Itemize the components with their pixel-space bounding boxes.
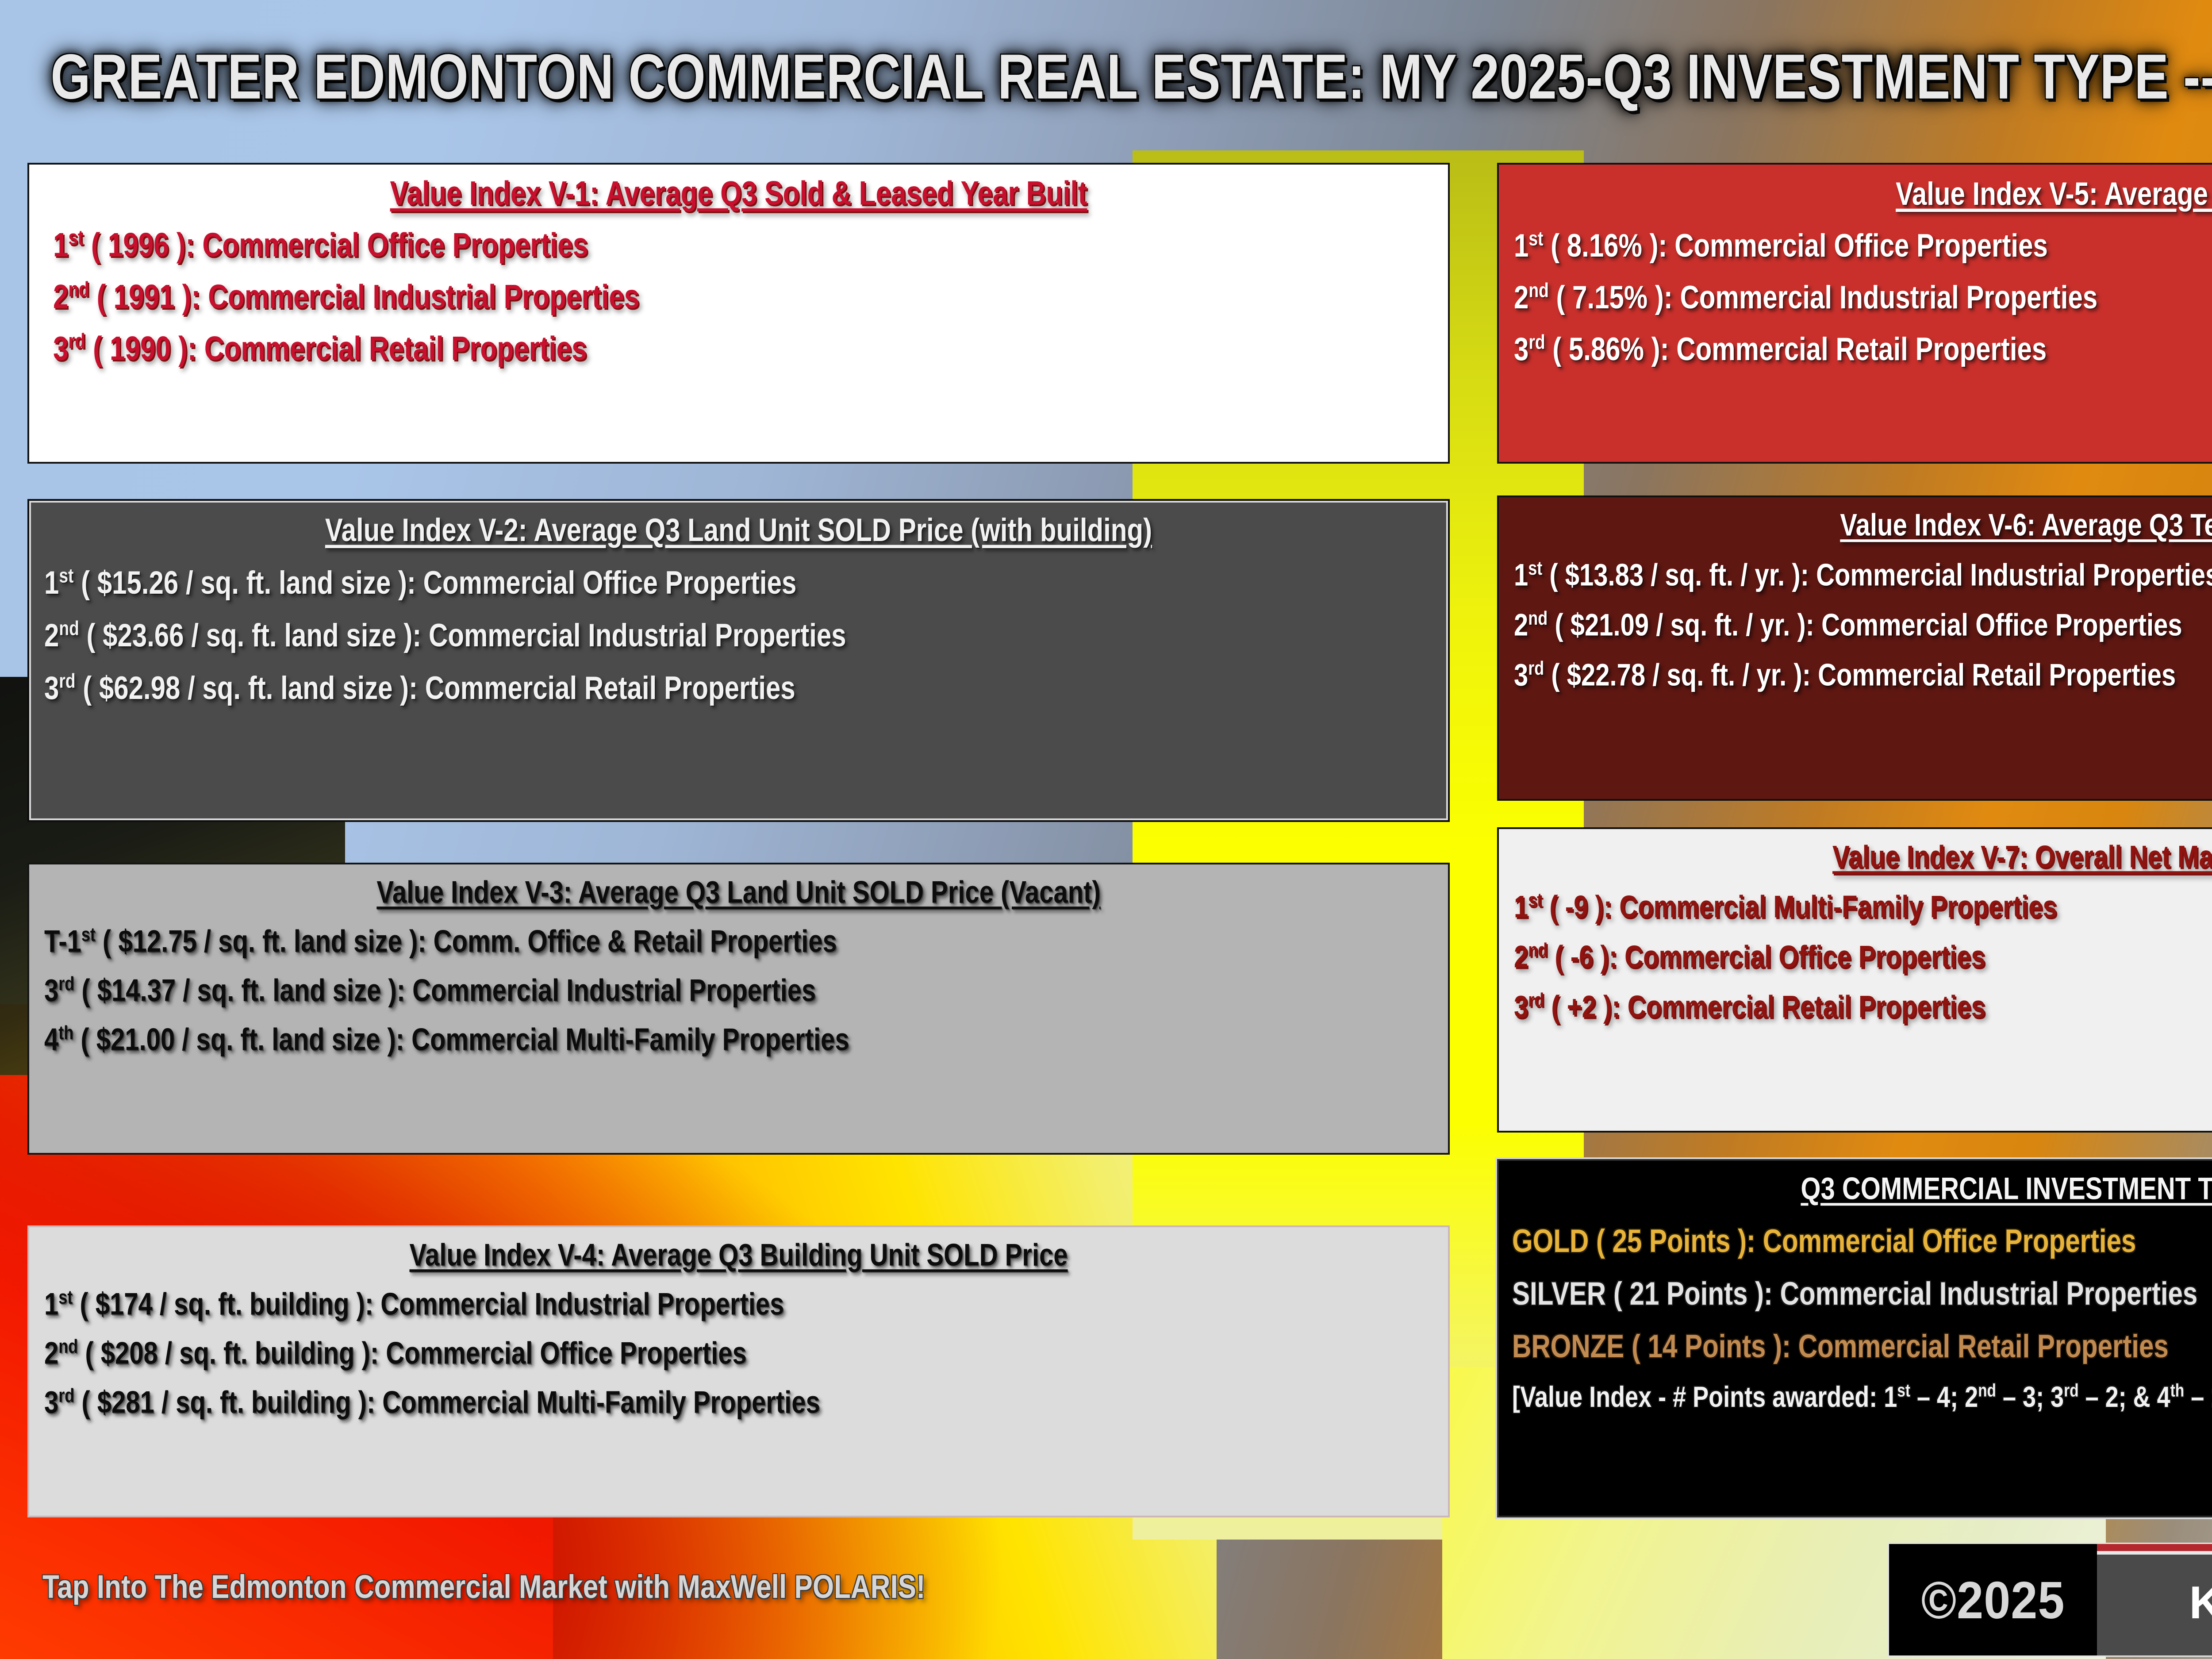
- panel-value-index-v5[interactable]: Value Index V-5: Average Q3 Investment C…: [1497, 163, 2212, 464]
- panel-v4-line-3: 3rd ( $281 / sq. ft. building ): Commerc…: [44, 1384, 820, 1420]
- copyright-block: ©2025: [1889, 1544, 2097, 1655]
- panel-v6-line-2: 2nd ( $21.09 / sq. ft. / yr. ): Commerci…: [1514, 607, 2182, 643]
- panel-best-buyers-markets-summary[interactable]: Q3 COMMERCIAL INVESTMENT TYPE – BEST BUY…: [1497, 1159, 2212, 1517]
- copyright-text: ©2025: [1921, 1570, 2065, 1629]
- footer-brand-bar: ©2025 KellyGrant.caTM MaxWell ® POLARIS: [1889, 1544, 2212, 1655]
- summary-medal-bronze: BRONZE ( 14 Points ): Commercial Retail …: [1512, 1328, 2169, 1364]
- panel-v3-line-3: 4th ( $21.00 / sq. ft. land size ): Comm…: [44, 1021, 849, 1057]
- panel-v5-line-1: 1st ( 8.16% ): Commercial Office Propert…: [1514, 227, 2048, 264]
- kellygrant-logo[interactable]: KellyGrant.caTM: [2097, 1544, 2212, 1655]
- summary-scoring-footnote: [Value Index - # Points awarded: 1st – 4…: [1512, 1381, 2212, 1413]
- panel-v1-line-2: 2nd ( 1991 ): Commercial Industrial Prop…: [53, 278, 640, 316]
- panel-v7-line-2: 2nd ( -6 ): Commercial Office Properties: [1514, 938, 1985, 975]
- summary-title: Q3 COMMERCIAL INVESTMENT TYPE – BEST BUY…: [1801, 1171, 2212, 1206]
- summary-medal-gold: GOLD ( 25 Points ): Commercial Office Pr…: [1512, 1223, 2136, 1259]
- panel-value-index-v2[interactable]: Value Index V-2: Average Q3 Land Unit SO…: [27, 499, 1450, 822]
- panel-v5-line-2: 2nd ( 7.15% ): Commercial Industrial Pro…: [1514, 279, 2098, 315]
- panel-value-index-v7[interactable]: Value Index V-7: Overall Net Market Tren…: [1497, 827, 2212, 1133]
- panel-v2-line-3: 3rd ( $62.98 / sq. ft. land size ): Comm…: [44, 669, 795, 706]
- panel-v6-title: Value Index V-6: Average Q3 Tenancy Leas…: [1840, 507, 2212, 543]
- panel-v3-line-2: 3rd ( $14.37 / sq. ft. land size ): Comm…: [44, 972, 816, 1008]
- panel-v1-title: Value Index V-1: Average Q3 Sold & Lease…: [390, 175, 1087, 212]
- panel-v3-title: Value Index V-3: Average Q3 Land Unit SO…: [376, 875, 1101, 910]
- panel-v6-line-3: 3rd ( $22.78 / sq. ft. / yr. ): Commerci…: [1514, 657, 2176, 693]
- panel-v2-line-2: 2nd ( $23.66 / sq. ft. land size ): Comm…: [44, 617, 846, 653]
- panel-v4-line-2: 2nd ( $208 / sq. ft. building ): Commerc…: [44, 1335, 747, 1371]
- panel-v3-line-1: T-1st ( $12.75 / sq. ft. land size ): Co…: [44, 923, 837, 959]
- kellygrant-red-rule: [2097, 1544, 2212, 1551]
- page-title-bar: GREATER EDMONTON COMMERCIAL REAL ESTATE:…: [0, 0, 2212, 153]
- panel-v4-title: Value Index V-4: Average Q3 Building Uni…: [409, 1237, 1068, 1273]
- panel-value-index-v4[interactable]: Value Index V-4: Average Q3 Building Uni…: [27, 1225, 1450, 1517]
- page-title: GREATER EDMONTON COMMERCIAL REAL ESTATE:…: [50, 40, 2212, 112]
- tagline: Tap Into The Edmonton Commercial Market …: [42, 1569, 926, 1605]
- panel-v5-line-3: 3rd ( 5.86% ): Commercial Retail Propert…: [1514, 330, 2047, 367]
- panel-value-index-v3[interactable]: Value Index V-3: Average Q3 Land Unit SO…: [27, 863, 1450, 1155]
- summary-medal-silver: SILVER ( 21 Points ): Commercial Industr…: [1512, 1275, 2198, 1312]
- panel-v7-line-1: 1st ( -9 ): Commercial Multi-Family Prop…: [1514, 888, 2057, 925]
- kellygrant-white-rule: [2097, 1551, 2212, 1555]
- panel-value-index-v6[interactable]: Value Index V-6: Average Q3 Tenancy Leas…: [1497, 495, 2212, 801]
- kellygrant-wordmark: KellyGrant.caTM: [2189, 1577, 2212, 1628]
- panel-v1-line-3: 3rd ( 1990 ): Commercial Retail Properti…: [53, 330, 587, 368]
- panel-v1-line-1: 1st ( 1996 ): Commercial Office Properti…: [53, 226, 588, 264]
- panel-v7-line-3: 3rd ( +2 ): Commercial Retail Properties: [1514, 988, 1985, 1025]
- panel-v6-line-1: 1st ( $13.83 / sq. ft. / yr. ): Commerci…: [1514, 557, 2212, 593]
- panel-v7-title: Value Index V-7: Overall Net Market Tren…: [1832, 839, 2212, 875]
- panel-v4-line-1: 1st ( $174 / sq. ft. building ): Commerc…: [44, 1286, 784, 1322]
- panel-v2-line-1: 1st ( $15.26 / sq. ft. land size ): Comm…: [44, 564, 797, 601]
- panel-value-index-v1[interactable]: Value Index V-1: Average Q3 Sold & Lease…: [27, 163, 1450, 464]
- panel-v2-title: Value Index V-2: Average Q3 Land Unit SO…: [325, 512, 1152, 548]
- panel-v5-title: Value Index V-5: Average Q3 Investment C…: [1896, 176, 2212, 212]
